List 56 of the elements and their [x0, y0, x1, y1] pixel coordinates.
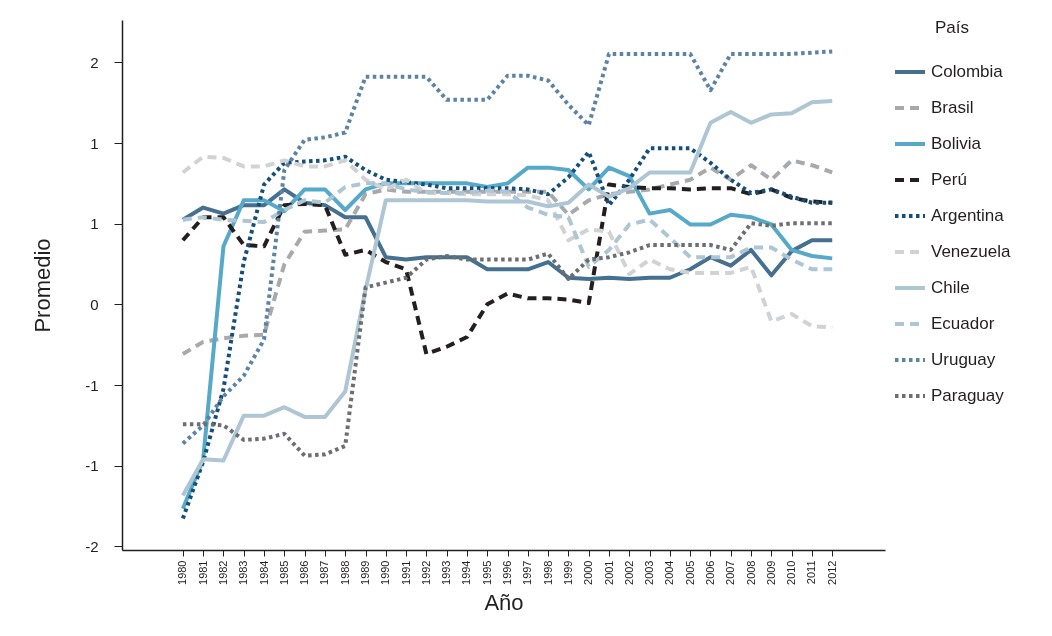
x-tick-label: 1992	[419, 560, 432, 585]
y-tick-label: 1	[90, 215, 99, 233]
x-tick-label: 2000	[582, 560, 595, 585]
line-series	[180, 221, 835, 458]
x-tick-label: 1998	[541, 560, 554, 585]
x-tick-label: 2006	[703, 560, 716, 585]
legend-label: Brasil	[931, 98, 974, 117]
x-tick-label: 2002	[622, 560, 635, 585]
x-tick-label: 1993	[440, 560, 453, 585]
x-tick-label: 2008	[744, 560, 757, 585]
x-tick-label: 1986	[298, 560, 311, 585]
x-tick-label: 1981	[196, 560, 209, 585]
x-tick-label: 2009	[764, 560, 777, 585]
x-tick-label: 2003	[643, 560, 656, 585]
x-tick-label: 1984	[257, 560, 270, 585]
x-tick-label: 2011	[805, 560, 818, 585]
legend-label: Uruguay	[931, 350, 996, 369]
legend-label: Perú	[931, 170, 967, 189]
x-axis-title: Año	[484, 589, 524, 615]
x-tick-label: 1980	[176, 560, 189, 585]
x-tick-label: 1996	[501, 560, 514, 585]
legend-label: Venezuela	[931, 242, 1011, 261]
legend-label: Ecuador	[931, 314, 995, 333]
x-tick-label: 1997	[521, 560, 534, 585]
x-tick-label: 2005	[683, 560, 696, 585]
x-tick-label: 1995	[480, 560, 493, 585]
x-tick-label: 2012	[825, 560, 838, 585]
x-tick-label: 2001	[602, 560, 615, 585]
x-tick-label: 1994	[460, 560, 473, 585]
x-tick-label: 2010	[785, 560, 798, 585]
line-series	[180, 49, 835, 446]
x-tick-label: 1989	[359, 560, 372, 585]
x-tick-label: 1982	[216, 560, 229, 585]
legend-label: Colombia	[931, 62, 1004, 81]
legend-label: Paraguay	[931, 386, 1005, 405]
y-tick-label: 1	[90, 134, 99, 152]
legend-label: Bolivia	[931, 134, 982, 153]
y-axis-title: Promedio	[30, 238, 56, 333]
x-tick-label: 1985	[277, 560, 290, 585]
x-tick-label: 1990	[379, 560, 392, 585]
y-tick-label: -1	[85, 457, 99, 475]
x-tick-label: 1983	[237, 560, 250, 585]
y-tick-label: 2	[90, 53, 99, 71]
x-tick-label: 1991	[399, 560, 412, 585]
y-tick-label: -1	[85, 376, 99, 394]
y-tick-label: -2	[85, 537, 99, 555]
x-tick-label: 2004	[663, 560, 676, 585]
y-tick-label: 0	[90, 295, 99, 313]
x-tick-label: 1987	[318, 560, 331, 585]
line-series	[180, 99, 835, 498]
legend-label: Chile	[931, 278, 970, 297]
x-tick-label: 2007	[724, 560, 737, 585]
legend-title: País	[934, 18, 970, 37]
x-tick-label: 1988	[338, 560, 351, 585]
legend-label: Argentina	[931, 206, 1005, 225]
x-tick-label: 1999	[561, 560, 574, 585]
